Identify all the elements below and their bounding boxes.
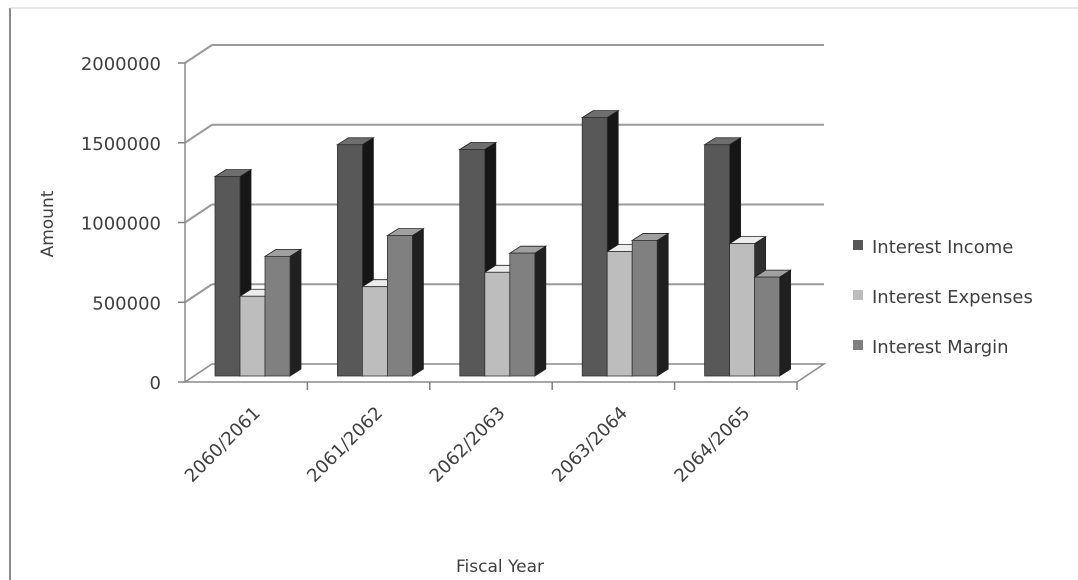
bar-front	[581, 117, 608, 377]
y-tick-label: 1500000	[81, 134, 161, 155]
bar-front	[704, 144, 730, 377]
bar-front	[214, 176, 241, 377]
bar-front	[239, 295, 266, 377]
bar-front	[386, 235, 413, 377]
gridline-side	[184, 283, 213, 304]
legend-swatch	[853, 240, 863, 250]
y-tick-label: 0	[150, 373, 161, 394]
bar-front	[459, 149, 486, 377]
y-tick-label: 1000000	[81, 214, 161, 235]
x-tick-label: 2060/2061	[181, 403, 265, 487]
x-axis-tick-labels: 2060/2061 2061/2062 2062/2063 2063/2064 2064…	[181, 403, 755, 487]
y-tick-label: 2000000	[81, 54, 161, 75]
bar-side	[656, 232, 669, 377]
y-axis-tick-labels: 0 500000 1000000 1500000 2000000	[81, 54, 161, 394]
bar	[508, 245, 548, 377]
x-tick-label: 2062/2063	[426, 403, 510, 487]
bar-front	[264, 255, 291, 377]
legend-swatch	[853, 290, 863, 300]
bar-front	[509, 252, 536, 377]
bar-front	[606, 251, 633, 377]
bar-side	[779, 269, 791, 377]
y-axis-title: Amount	[38, 190, 58, 257]
bar	[263, 248, 303, 377]
x-axis-title: Fiscal Year	[456, 557, 544, 577]
bar-front	[484, 271, 511, 377]
y-tick-label: 500000	[92, 293, 161, 314]
legend-swatch	[853, 340, 863, 350]
floor	[182, 363, 827, 383]
bar	[753, 269, 792, 377]
bar	[630, 232, 670, 377]
gridline-side	[184, 203, 213, 224]
bar-side	[289, 248, 302, 377]
legend-label: Interest Income	[872, 237, 1013, 258]
bar-side	[534, 245, 547, 377]
bar	[386, 227, 425, 377]
gridline-side	[184, 44, 213, 64]
bar	[580, 109, 620, 377]
gridline-side	[184, 123, 213, 144]
axes	[178, 62, 827, 390]
legend-label: Interest Margin	[872, 337, 1009, 358]
legend-label: Interest Expenses	[872, 287, 1033, 308]
bar-front	[631, 240, 658, 377]
bar-side	[411, 227, 424, 377]
bars	[213, 109, 792, 377]
legend: Interest Income Interest Expenses Interest…	[853, 237, 1033, 358]
x-tick-label: 2064/2065	[670, 403, 754, 487]
bar-front	[361, 286, 388, 377]
x-tick-label: 2061/2062	[303, 403, 387, 487]
bar-front	[729, 243, 755, 377]
bar-front	[754, 276, 780, 377]
bar	[703, 136, 742, 377]
x-tick-label: 2063/2064	[548, 403, 632, 487]
bar	[458, 141, 498, 377]
bar-front	[336, 144, 363, 377]
